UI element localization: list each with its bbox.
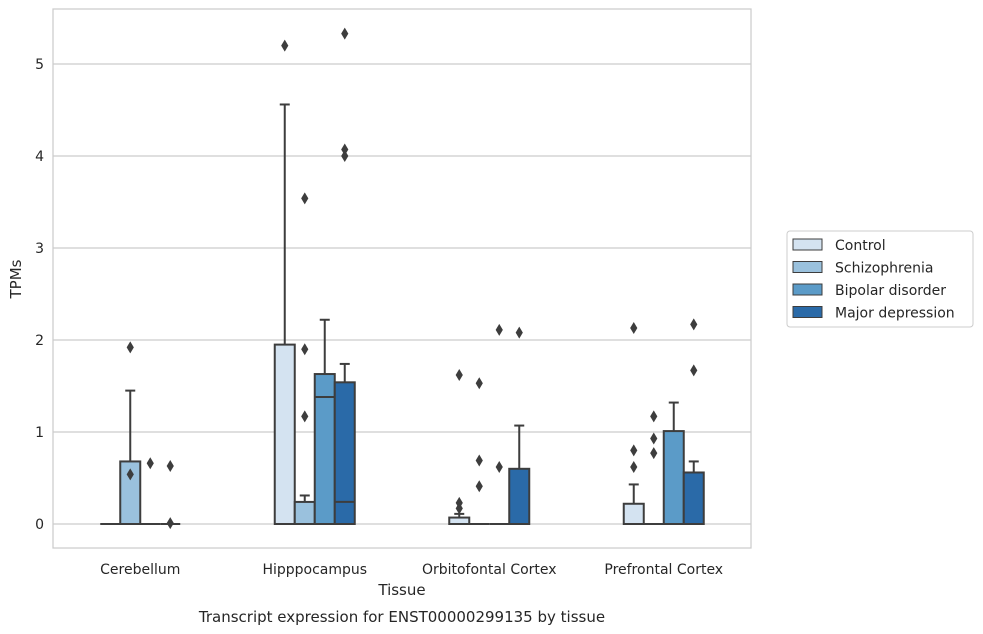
outlier-point bbox=[495, 460, 503, 473]
outlier-point bbox=[690, 364, 698, 377]
outlier-point bbox=[301, 410, 309, 423]
y-axis: 0 1 2 3 4 5 bbox=[35, 57, 44, 533]
outlier-point bbox=[630, 322, 638, 335]
box-rect bbox=[333, 381, 356, 525]
gridlines bbox=[53, 63, 751, 525]
legend-label: Bipolar disorder bbox=[835, 283, 946, 299]
box-0-3 bbox=[160, 460, 181, 530]
outlier-point bbox=[650, 447, 658, 460]
box-rect bbox=[293, 500, 316, 526]
outlier-point bbox=[341, 143, 349, 156]
box-3-3 bbox=[682, 318, 705, 526]
outlier-point bbox=[515, 326, 523, 339]
legend-label: Schizophrenia bbox=[835, 261, 933, 277]
outlier-point bbox=[690, 318, 698, 331]
legend-frame bbox=[786, 230, 974, 328]
outlier-point bbox=[341, 27, 349, 40]
outlier-point bbox=[455, 496, 463, 509]
box-3-1 bbox=[643, 410, 664, 525]
plot-frame bbox=[52, 8, 752, 549]
y-tick-label: 2 bbox=[35, 333, 44, 349]
outlier-point bbox=[146, 457, 154, 470]
x-tick-label: Prefrontal Cortex bbox=[604, 562, 723, 578]
outlier-point bbox=[475, 480, 483, 493]
box-2-2 bbox=[489, 323, 510, 525]
legend-swatch bbox=[792, 283, 823, 296]
outlier-point bbox=[166, 460, 174, 473]
y-axis-label: TPMs bbox=[7, 259, 25, 299]
box-2-1 bbox=[469, 377, 490, 525]
outlier-point bbox=[630, 460, 638, 473]
box-1-0 bbox=[273, 39, 296, 525]
outlier-point bbox=[650, 410, 658, 423]
box-2-3 bbox=[508, 326, 531, 525]
legend-label: Control bbox=[835, 238, 886, 254]
box-1-2 bbox=[313, 318, 336, 526]
outlier-point bbox=[281, 39, 289, 52]
legend-label: Major depression bbox=[835, 306, 955, 322]
outlier-point bbox=[126, 468, 134, 481]
box-1-1 bbox=[293, 192, 316, 526]
outlier-point bbox=[301, 192, 309, 205]
y-tick-label: 3 bbox=[35, 241, 44, 257]
outlier-point bbox=[475, 377, 483, 390]
x-tick-label: Hipppocampus bbox=[262, 562, 367, 578]
outlier-point bbox=[166, 517, 174, 530]
y-tick-label: 1 bbox=[35, 425, 44, 441]
box-rect bbox=[273, 343, 296, 525]
legend: Control Schizophrenia Bipolar disorder Majo… bbox=[786, 230, 974, 328]
boxes bbox=[100, 27, 705, 530]
box-3-0 bbox=[622, 322, 645, 526]
legend-swatch bbox=[792, 306, 823, 318]
legend-swatch bbox=[792, 261, 823, 273]
outlier-point bbox=[630, 444, 638, 457]
outlier-point bbox=[126, 341, 134, 354]
outlier-point bbox=[341, 150, 349, 162]
outlier-point bbox=[495, 323, 503, 336]
y-tick-label: 5 bbox=[35, 57, 44, 73]
box-0-2 bbox=[140, 457, 161, 525]
box-rect bbox=[682, 471, 705, 526]
y-tick-label: 0 bbox=[35, 517, 44, 533]
box-2-0 bbox=[448, 368, 471, 525]
box-rect bbox=[662, 430, 685, 525]
x-axis: Cerebellum Hipppocampus Orbitofontal Corte… bbox=[100, 562, 723, 578]
x-tick-label: Cerebellum bbox=[100, 562, 180, 578]
chart-caption: Transcript expression for ENST0000029913… bbox=[198, 608, 605, 626]
x-tick-label: Orbitofontal Cortex bbox=[422, 562, 557, 578]
box-3-2 bbox=[662, 401, 685, 525]
legend-swatch bbox=[792, 238, 823, 251]
outlier-point bbox=[650, 432, 658, 445]
outlier-point bbox=[455, 368, 463, 381]
box-rect bbox=[508, 467, 531, 525]
x-axis-label: Tissue bbox=[377, 581, 425, 599]
box-1-3 bbox=[333, 27, 356, 525]
y-tick-label: 4 bbox=[35, 149, 44, 165]
outlier-point bbox=[301, 343, 309, 356]
outlier-point bbox=[475, 454, 483, 467]
box-0-1 bbox=[119, 341, 142, 526]
box-rect bbox=[622, 502, 645, 526]
